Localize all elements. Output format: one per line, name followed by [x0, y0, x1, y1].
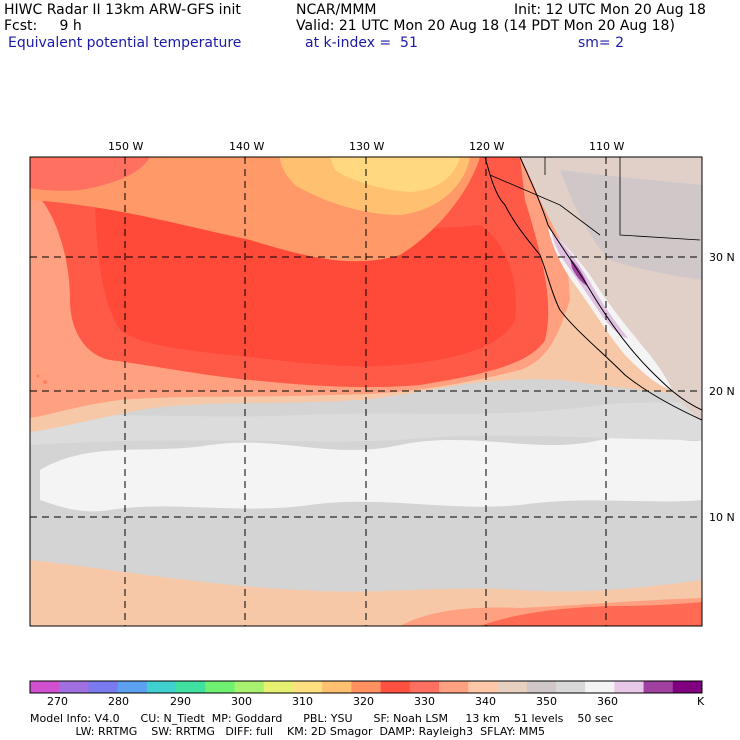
graticule [30, 157, 702, 626]
model-info-line1: Model Info: V4.0 CU: N_Tiedt MP: Goddard… [30, 712, 614, 725]
lat-label-20n: 20 N [709, 385, 735, 398]
colorbar-swatch [88, 681, 119, 693]
valid-time: Valid: 21 UTC Mon 20 Aug 18 (14 PDT Mon … [296, 18, 675, 34]
colorbar-swatch [292, 681, 323, 693]
colorbar-swatch [585, 681, 615, 693]
cbar-tick: 280 [108, 695, 129, 708]
forecast-hour: Fcst: 9 h [4, 18, 82, 34]
lat-label-30n: 30 N [709, 251, 735, 264]
colorbar-swatch [409, 681, 440, 693]
colorbar-swatch [30, 681, 60, 693]
colorbar-swatch [176, 681, 206, 693]
colorbar-swatch [59, 681, 89, 693]
lat-label-10n: 10 N [709, 511, 735, 524]
colorbar-swatch [117, 681, 148, 693]
map-frame [29, 156, 703, 627]
cbar-tick: 310 [292, 695, 313, 708]
cbar-tick: 340 [475, 695, 496, 708]
field-name: Equivalent potential temperature [8, 35, 242, 51]
cbar-tick: 350 [536, 695, 557, 708]
colorbar-swatch [439, 681, 469, 693]
model-title: HIWC Radar II 13km ARW-GFS init [4, 2, 241, 18]
cbar-tick: 300 [231, 695, 252, 708]
cbar-tick: 290 [170, 695, 191, 708]
colorbar-swatch [351, 681, 382, 693]
cbar-unit: K [697, 695, 705, 708]
cbar-tick: 360 [597, 695, 618, 708]
lon-label-150w: 150 W [108, 140, 144, 153]
colorbar-swatch [614, 681, 645, 693]
lon-label-140w: 140 W [229, 140, 265, 153]
init-time: Init: 12 UTC Mon 20 Aug 18 [514, 2, 706, 18]
cbar-tick: 330 [414, 695, 435, 708]
colorbar-swatch [263, 681, 294, 693]
cbar-tick: 270 [47, 695, 68, 708]
colorbar-swatch [234, 681, 265, 693]
colorbar [30, 681, 703, 693]
institution-label: NCAR/MMM [296, 2, 377, 18]
model-info-line2: LW: RRTMG SW: RRTMG DIFF: full KM: 2D Sm… [30, 725, 545, 738]
colorbar-swatch [672, 681, 703, 693]
k-index-label: at k-index = 51 [305, 35, 418, 51]
lon-label-110w: 110 W [589, 140, 625, 153]
colorbar-swatch [146, 681, 177, 693]
colorbar-swatch [526, 681, 557, 693]
colorbar-swatch [643, 681, 674, 693]
smoothing-label: sm= 2 [578, 35, 625, 51]
colorbar-swatch [380, 681, 411, 693]
lon-label-120w: 120 W [469, 140, 505, 153]
colorbar-swatch [497, 681, 528, 693]
colorbar-swatch [555, 681, 586, 693]
colorbar-swatch [322, 681, 352, 693]
lon-label-130w: 130 W [349, 140, 385, 153]
colorbar-swatch [468, 681, 498, 693]
cbar-tick: 320 [353, 695, 374, 708]
colorbar-swatch [205, 681, 236, 693]
